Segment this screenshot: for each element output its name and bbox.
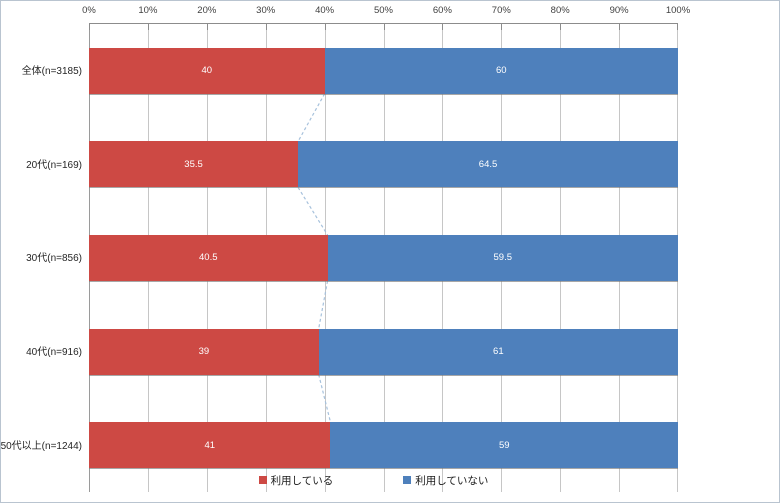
data-label: 41 [204,439,216,451]
x-tick-label: 30% [256,5,276,16]
bar-segment-red[interactable]: 40.5 [89,234,328,281]
bar-segment-blue[interactable]: 64.5 [298,141,678,188]
data-label: 40 [201,65,213,77]
bar-segment-blue[interactable]: 61 [318,328,678,375]
category-label: 50代以上(n=1244) [0,440,82,452]
legend-swatch-blue-icon [403,476,412,484]
tick-mark [442,24,444,30]
category-label: 30代(n=856) [26,253,82,265]
x-tick-label: 20% [197,5,217,16]
x-axis: 0% 10% 20% 30% 40% 50% 60% 70% 80% 90% 100% [82,1,690,23]
x-tick-label: 40% [315,5,335,16]
bar-row: 40.5 59.5 [89,211,678,305]
data-label: 40.5 [199,252,218,264]
x-tick-label: 80% [550,5,570,16]
tick-mark [206,24,208,30]
bar-segment-blue[interactable]: 59 [330,422,678,469]
x-tick-label: 0% [82,5,96,16]
bar-row: 39 61 [89,305,678,399]
category-label: 全体(n=3185) [21,66,82,78]
bar-segment-blue[interactable]: 59.5 [327,234,678,281]
tick-mark [501,24,503,30]
data-label: 39 [198,346,210,358]
category-labels: 全体(n=3185) 20代(n=169) 30代(n=856) 40代(n=916)… [1,23,85,491]
tick-mark [89,24,90,30]
bar-segment-blue[interactable]: 60 [324,47,678,94]
bar-row: 41 59 [89,398,678,492]
tick-mark [324,24,326,30]
bar-segment-red[interactable]: 35.5 [89,141,299,188]
x-tick-label: 70% [491,5,511,16]
legend-item-not-using[interactable]: 利用していない [403,473,488,488]
stacked-bar: 35.5 64.5 [89,141,678,188]
stacked-bar: 41 59 [89,422,678,469]
x-tick-label: 100% [665,5,691,16]
legend-label-using: 利用している [270,474,334,487]
data-label: 60 [496,65,507,77]
category-label: 40代(n=916) [26,347,82,359]
data-label: 59 [498,439,510,451]
stacked-bar: 39 61 [89,328,678,375]
legend-label-not-using: 利用していない [415,474,489,487]
bar-segment-red[interactable]: 39 [89,328,319,375]
x-tick-label: 60% [432,5,452,16]
bar-segment-red[interactable]: 40 [89,47,325,94]
bar-row: 40 60 [89,24,678,118]
data-label: 35.5 [184,158,203,170]
bar-row: 35.5 64.5 [89,118,678,212]
tick-mark [383,24,385,30]
data-label: 61 [493,346,504,358]
bar-segment-red[interactable]: 41 [89,422,331,469]
stacked-bar: 40 60 [89,47,678,94]
legend: 利用している 利用していない [69,470,678,490]
x-tick-label: 50% [373,5,394,16]
tick-mark [265,24,267,30]
data-label: 64.5 [478,158,498,170]
x-tick-label: 10% [138,5,158,16]
category-label: 20代(n=169) [26,159,82,171]
stacked-bar: 40.5 59.5 [89,234,678,281]
tick-mark [619,24,621,30]
tick-mark [147,24,149,30]
plot-area: 40 60 35.5 64.5 40.5 59.5 39 61 41 59 利用している 利用して… [89,23,678,492]
data-label: 59.5 [493,252,513,264]
x-tick-label: 90% [609,5,629,16]
tick-mark [560,24,562,30]
legend-item-using[interactable]: 利用している [258,473,334,488]
legend-swatch-red-icon [258,476,267,484]
tick-mark [677,24,678,30]
